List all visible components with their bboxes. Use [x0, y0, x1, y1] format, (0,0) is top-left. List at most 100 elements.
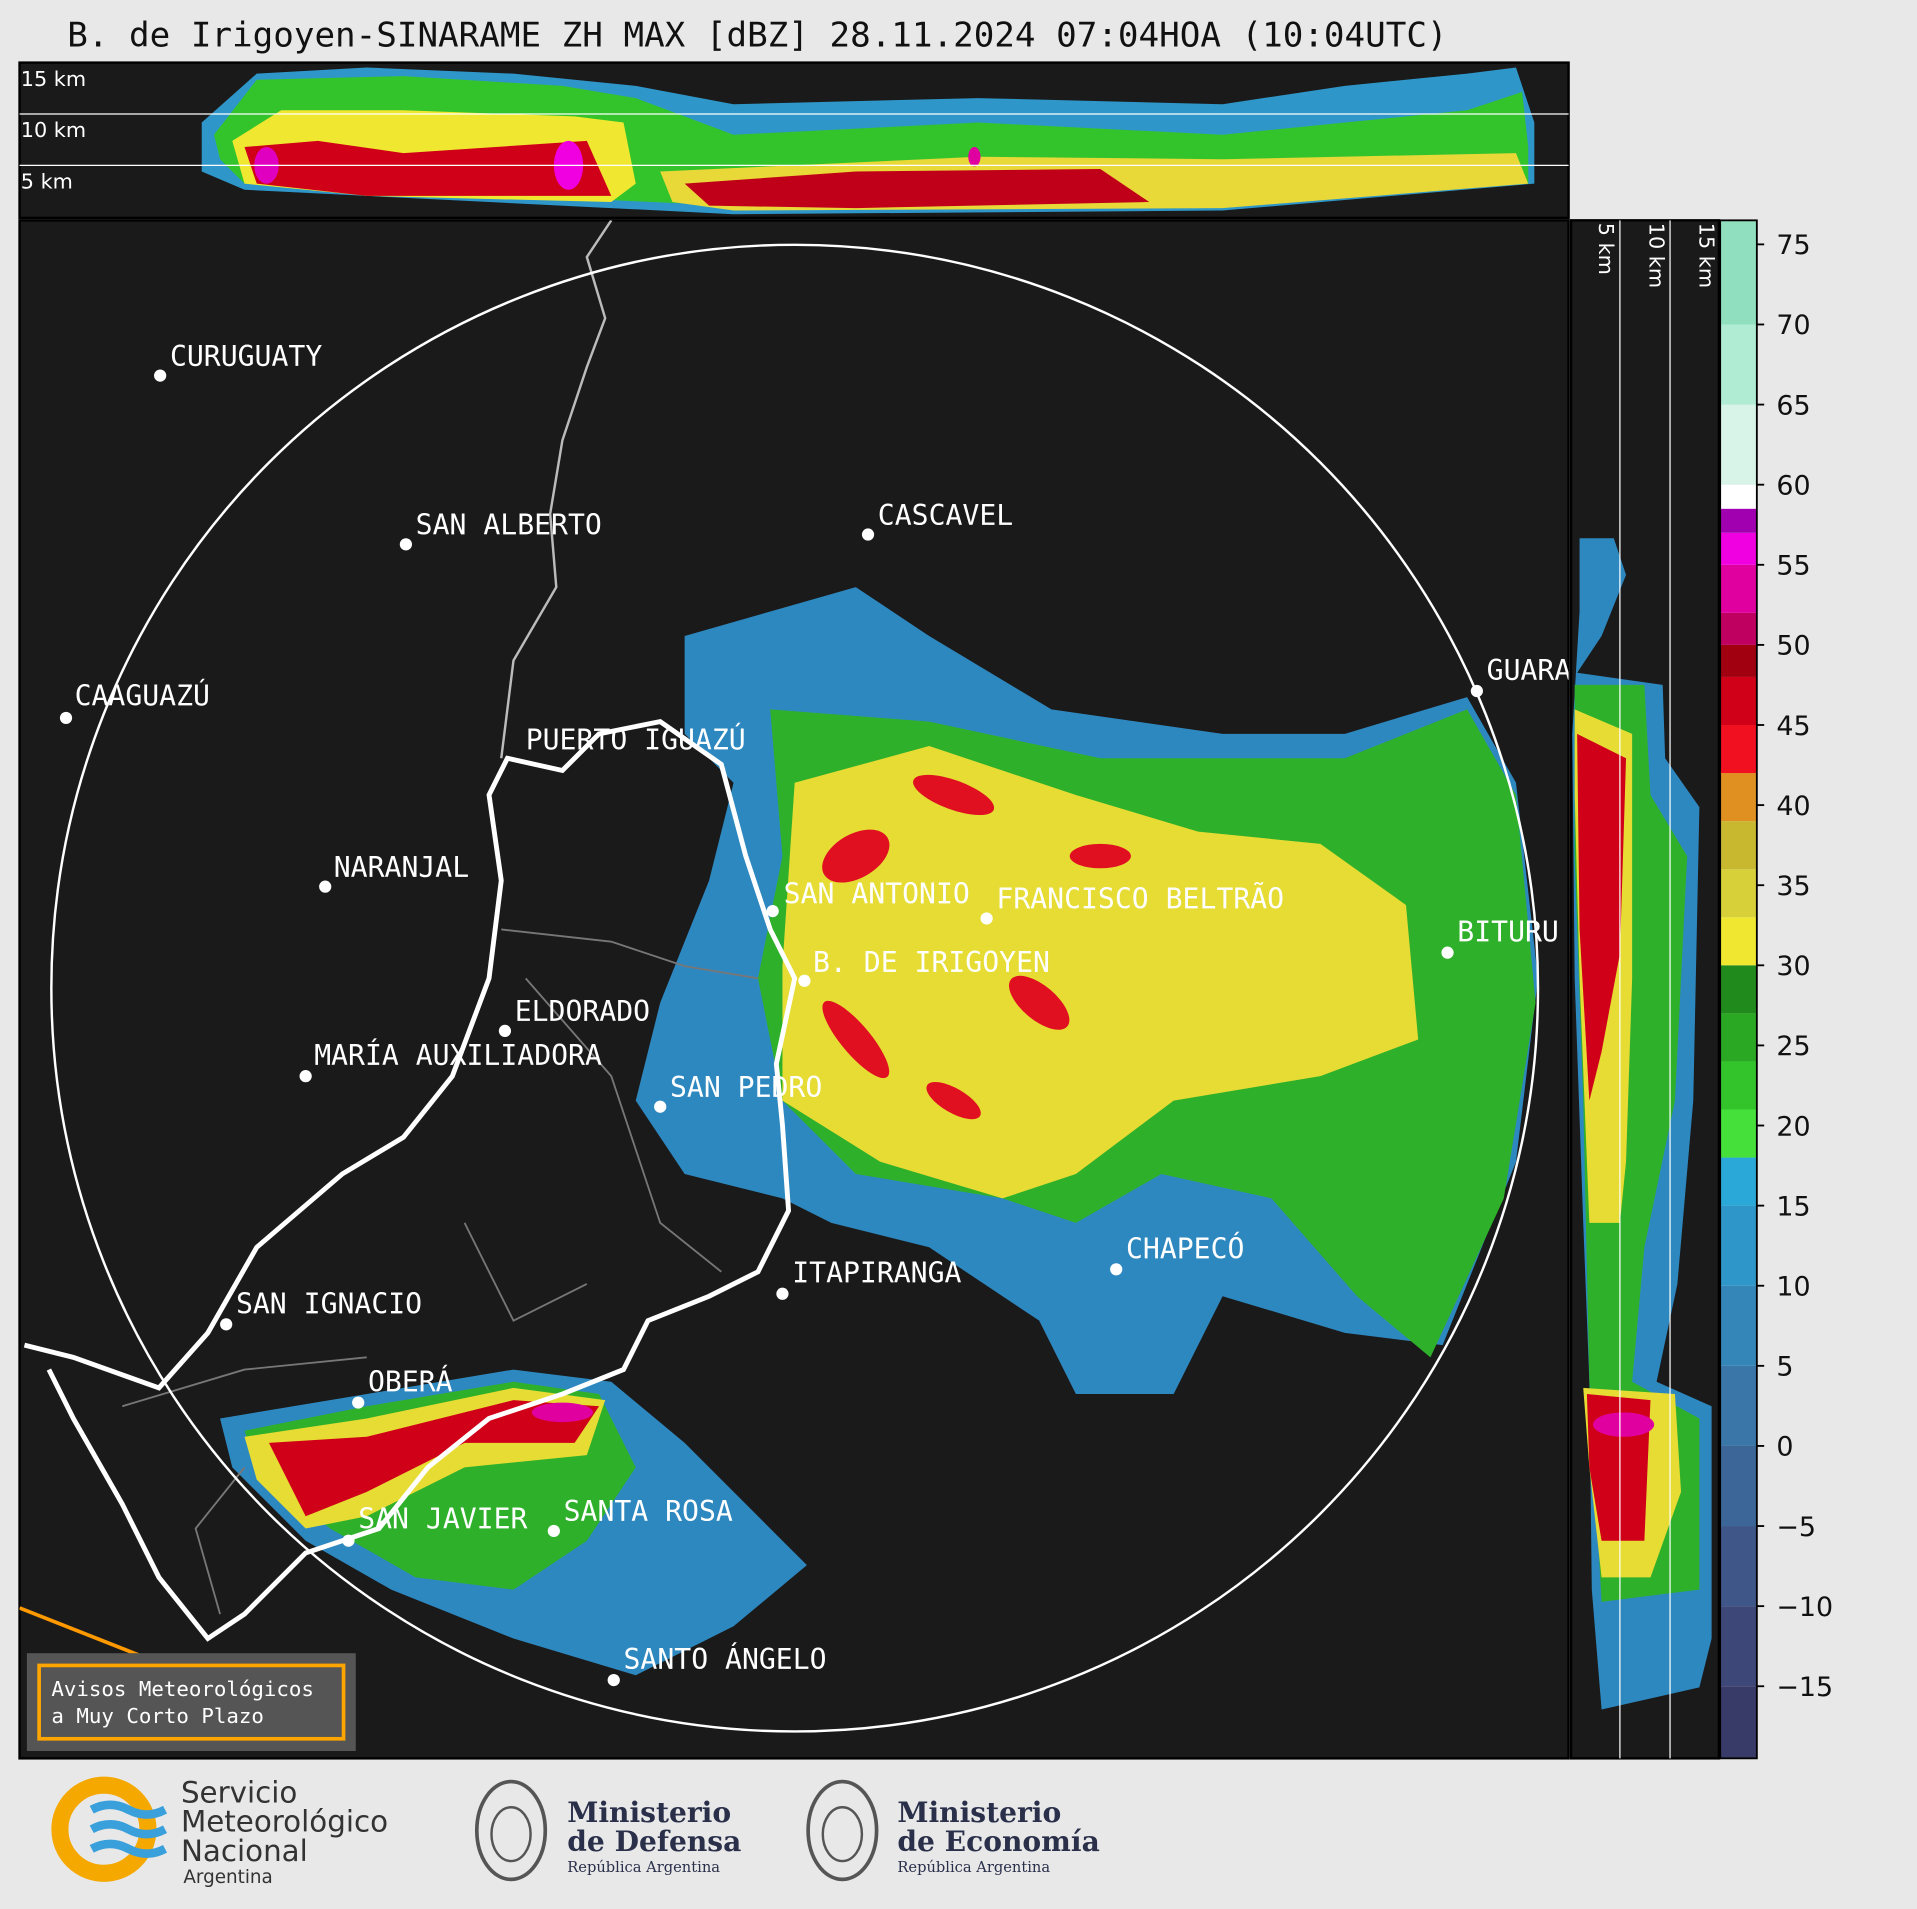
colorbar-band	[1720, 1061, 1757, 1110]
colorbar-band	[1720, 220, 1757, 325]
colorbar-tick-label: −15	[1776, 1672, 1833, 1703]
colorbar-band	[1720, 644, 1757, 677]
city-label: SAN ALBERTO	[416, 509, 602, 542]
height-label: 15 km	[1694, 223, 1718, 288]
colorbar-band	[1720, 773, 1757, 822]
city-label: BITURU	[1457, 916, 1559, 949]
colorbar-band	[1720, 508, 1757, 533]
height-label: 5 km	[21, 170, 73, 194]
city-dot	[861, 528, 875, 541]
colorbar-tick-label: 30	[1776, 951, 1810, 982]
logo-text: Ministerio	[567, 1796, 731, 1829]
top-panel: 15 km 10 km 5 km	[18, 61, 1570, 220]
logo-economia: Ministerio de Economía República Argenti…	[806, 1779, 1100, 1882]
city-dot	[1110, 1263, 1123, 1276]
city-dot	[766, 904, 779, 918]
city-label: B. DE IRIGOYEN	[813, 946, 1050, 979]
colorbar-band	[1720, 1526, 1757, 1607]
logo-text: de Defensa	[567, 1825, 741, 1858]
colorbar-band	[1720, 1686, 1757, 1759]
colorbar-band	[1720, 1606, 1757, 1687]
city-dot	[319, 880, 332, 893]
logo-text: Nacional	[181, 1834, 308, 1868]
logo-text: República Argentina	[897, 1859, 1050, 1876]
city-label: CHAPECÓ	[1126, 1231, 1244, 1265]
colorbar-band	[1720, 1445, 1757, 1527]
colorbar-tick-label: 70	[1776, 310, 1810, 341]
city-dot	[399, 538, 413, 551]
city-label: CAAGUAZÚ	[75, 679, 210, 713]
colorbar-band	[1720, 724, 1757, 774]
colorbar-band	[1720, 869, 1757, 918]
colorbar-band	[1720, 1157, 1757, 1206]
colorbar-tick-label: 55	[1776, 551, 1810, 582]
logo-text: Servicio	[181, 1775, 297, 1809]
city-label: SANTA ROSA	[564, 1495, 733, 1528]
city-dot	[776, 1287, 789, 1300]
colorbar-band	[1720, 324, 1757, 405]
colorbar-tick-label: 60	[1776, 470, 1810, 501]
colorbar-band	[1720, 1205, 1757, 1286]
logo-text: Ministerio	[897, 1796, 1061, 1829]
colorbar-band	[1720, 676, 1757, 725]
city-dot	[547, 1524, 560, 1538]
city-label: PUERTO IGUAZÚ	[526, 723, 746, 757]
colorbar-band	[1720, 564, 1757, 613]
city-dot	[654, 1100, 667, 1113]
colorbar-frame	[1719, 219, 1758, 1760]
colorbar-tick-label: 10	[1776, 1272, 1810, 1303]
city-label: SAN JAVIER	[358, 1502, 527, 1535]
city-label: SAN PEDRO	[670, 1071, 822, 1104]
logo-text: Meteorológico	[181, 1805, 388, 1839]
colorbar-tick-label: 45	[1776, 711, 1810, 742]
colorbar-band	[1720, 1109, 1757, 1158]
side-panel: 5 km 10 km 15 km	[1569, 219, 1721, 1760]
city-label: SAN IGNACIO	[236, 1287, 422, 1320]
city-dot	[342, 1534, 355, 1547]
colorbar-tick-label: 65	[1776, 390, 1810, 421]
height-label: 15 km	[21, 67, 86, 91]
colorbar-band	[1720, 1365, 1757, 1446]
height-label: 10 km	[1644, 223, 1668, 288]
city-dot	[220, 1318, 233, 1331]
logo-smn: Servicio Meteorológico Nacional Argentin…	[51, 1775, 388, 1888]
city-dot	[1441, 946, 1454, 959]
logo-text: de Economía	[897, 1825, 1099, 1858]
city-dot	[498, 1024, 512, 1038]
colorbar-tick-label: 50	[1776, 631, 1810, 662]
height-label: 10 km	[21, 118, 86, 142]
colorbar-tick-label: 40	[1776, 791, 1810, 822]
height-label: 5 km	[1594, 223, 1618, 275]
logo-text: República Argentina	[567, 1859, 720, 1876]
city-label: SANTO ÁNGELO	[624, 1642, 827, 1676]
city-label: FRANCISCO BELTRÃO	[996, 883, 1284, 916]
colorbar-band	[1720, 404, 1757, 485]
city-dot	[1470, 684, 1483, 698]
city-label: MARÍA AUXILIADORA	[314, 1038, 602, 1072]
colorbar-band	[1720, 484, 1757, 509]
city-label: OBERÁ	[368, 1365, 453, 1399]
colorbar-tick-label: −5	[1776, 1512, 1816, 1543]
colorbar-band	[1720, 1285, 1757, 1366]
city-label: NARANJAL	[334, 851, 469, 884]
city-label: CASCAVEL	[878, 499, 1013, 532]
city-dot	[798, 974, 811, 987]
logo-defensa: Ministerio de Defensa República Argentin…	[474, 1779, 741, 1882]
city-label: SAN ANTONIO	[784, 878, 970, 911]
city-label: GUARA	[1487, 654, 1572, 687]
logo-text: Argentina	[183, 1867, 272, 1888]
city-dot	[352, 1396, 365, 1409]
colorbar-tick-label: −10	[1776, 1592, 1833, 1623]
city-dot	[59, 711, 73, 725]
colorbar-tick-label: 15	[1776, 1191, 1810, 1222]
title: B. de Irigoyen-SINARAME ZH MAX [dBZ] 28.…	[67, 16, 1447, 56]
city-label: ITAPIRANGA	[792, 1257, 961, 1290]
colorbar-tick-label: 35	[1776, 871, 1810, 902]
city-dot	[299, 1070, 312, 1083]
colorbar-band	[1720, 532, 1757, 565]
notice-text: Avisos Meteorológicos	[51, 1677, 314, 1701]
colorbar-tick-label: 0	[1776, 1432, 1793, 1463]
colorbar-band	[1720, 917, 1757, 966]
